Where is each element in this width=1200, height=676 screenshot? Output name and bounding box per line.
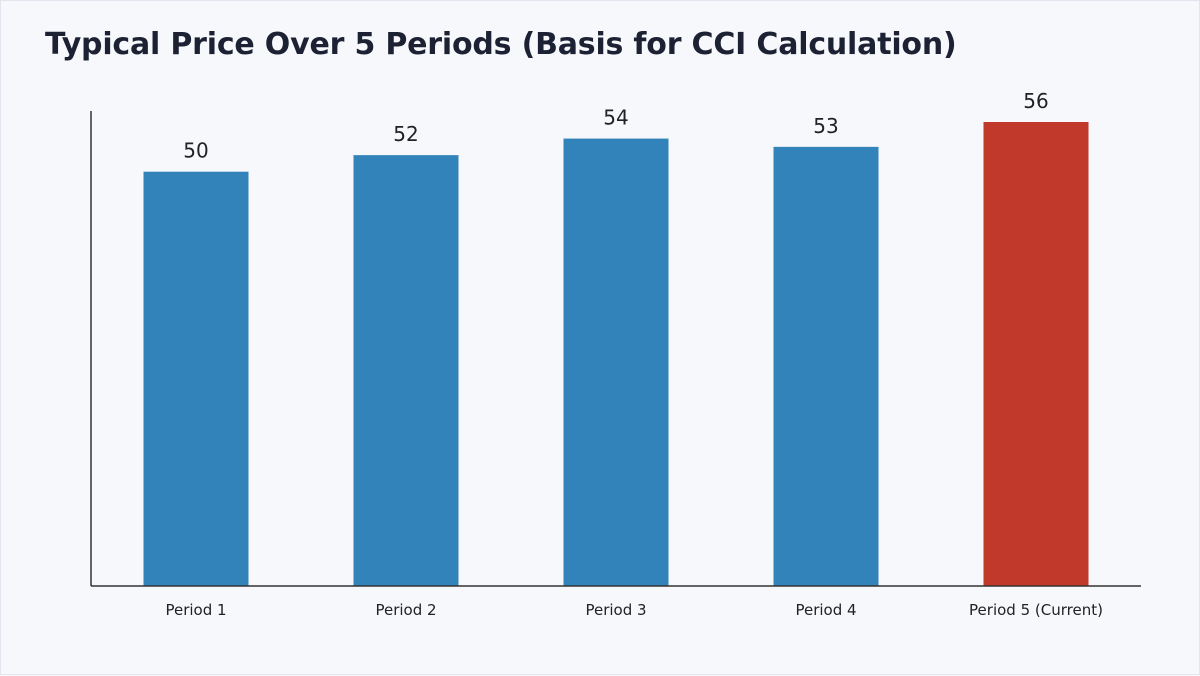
x-tick-labels-group: Period 1 Period 2 Period 3 Period 4 Period 5…	[165, 601, 1103, 619]
bar-4	[773, 146, 879, 586]
x-tick-label-4: Period 4	[795, 601, 856, 619]
value-label-1: 50	[183, 139, 208, 163]
x-tick-label-3: Period 3	[585, 601, 646, 619]
x-tick-label-1: Period 1	[165, 601, 226, 619]
value-label-5: 56	[1023, 89, 1048, 113]
chart-title: Typical Price Over 5 Periods (Basis for …	[45, 27, 957, 62]
value-labels-group: 50 52 54 53 56	[183, 89, 1048, 163]
bar-5	[983, 122, 1089, 586]
value-label-4: 53	[813, 114, 838, 138]
x-tick-label-5: Period 5 (Current)	[969, 601, 1103, 619]
bars-group	[143, 122, 1089, 587]
x-tick-label-2: Period 2	[375, 601, 436, 619]
value-label-3: 54	[603, 106, 628, 130]
bar-2	[353, 155, 459, 586]
value-label-2: 52	[393, 122, 418, 146]
bar-3	[563, 138, 669, 587]
bar-1	[143, 171, 249, 586]
